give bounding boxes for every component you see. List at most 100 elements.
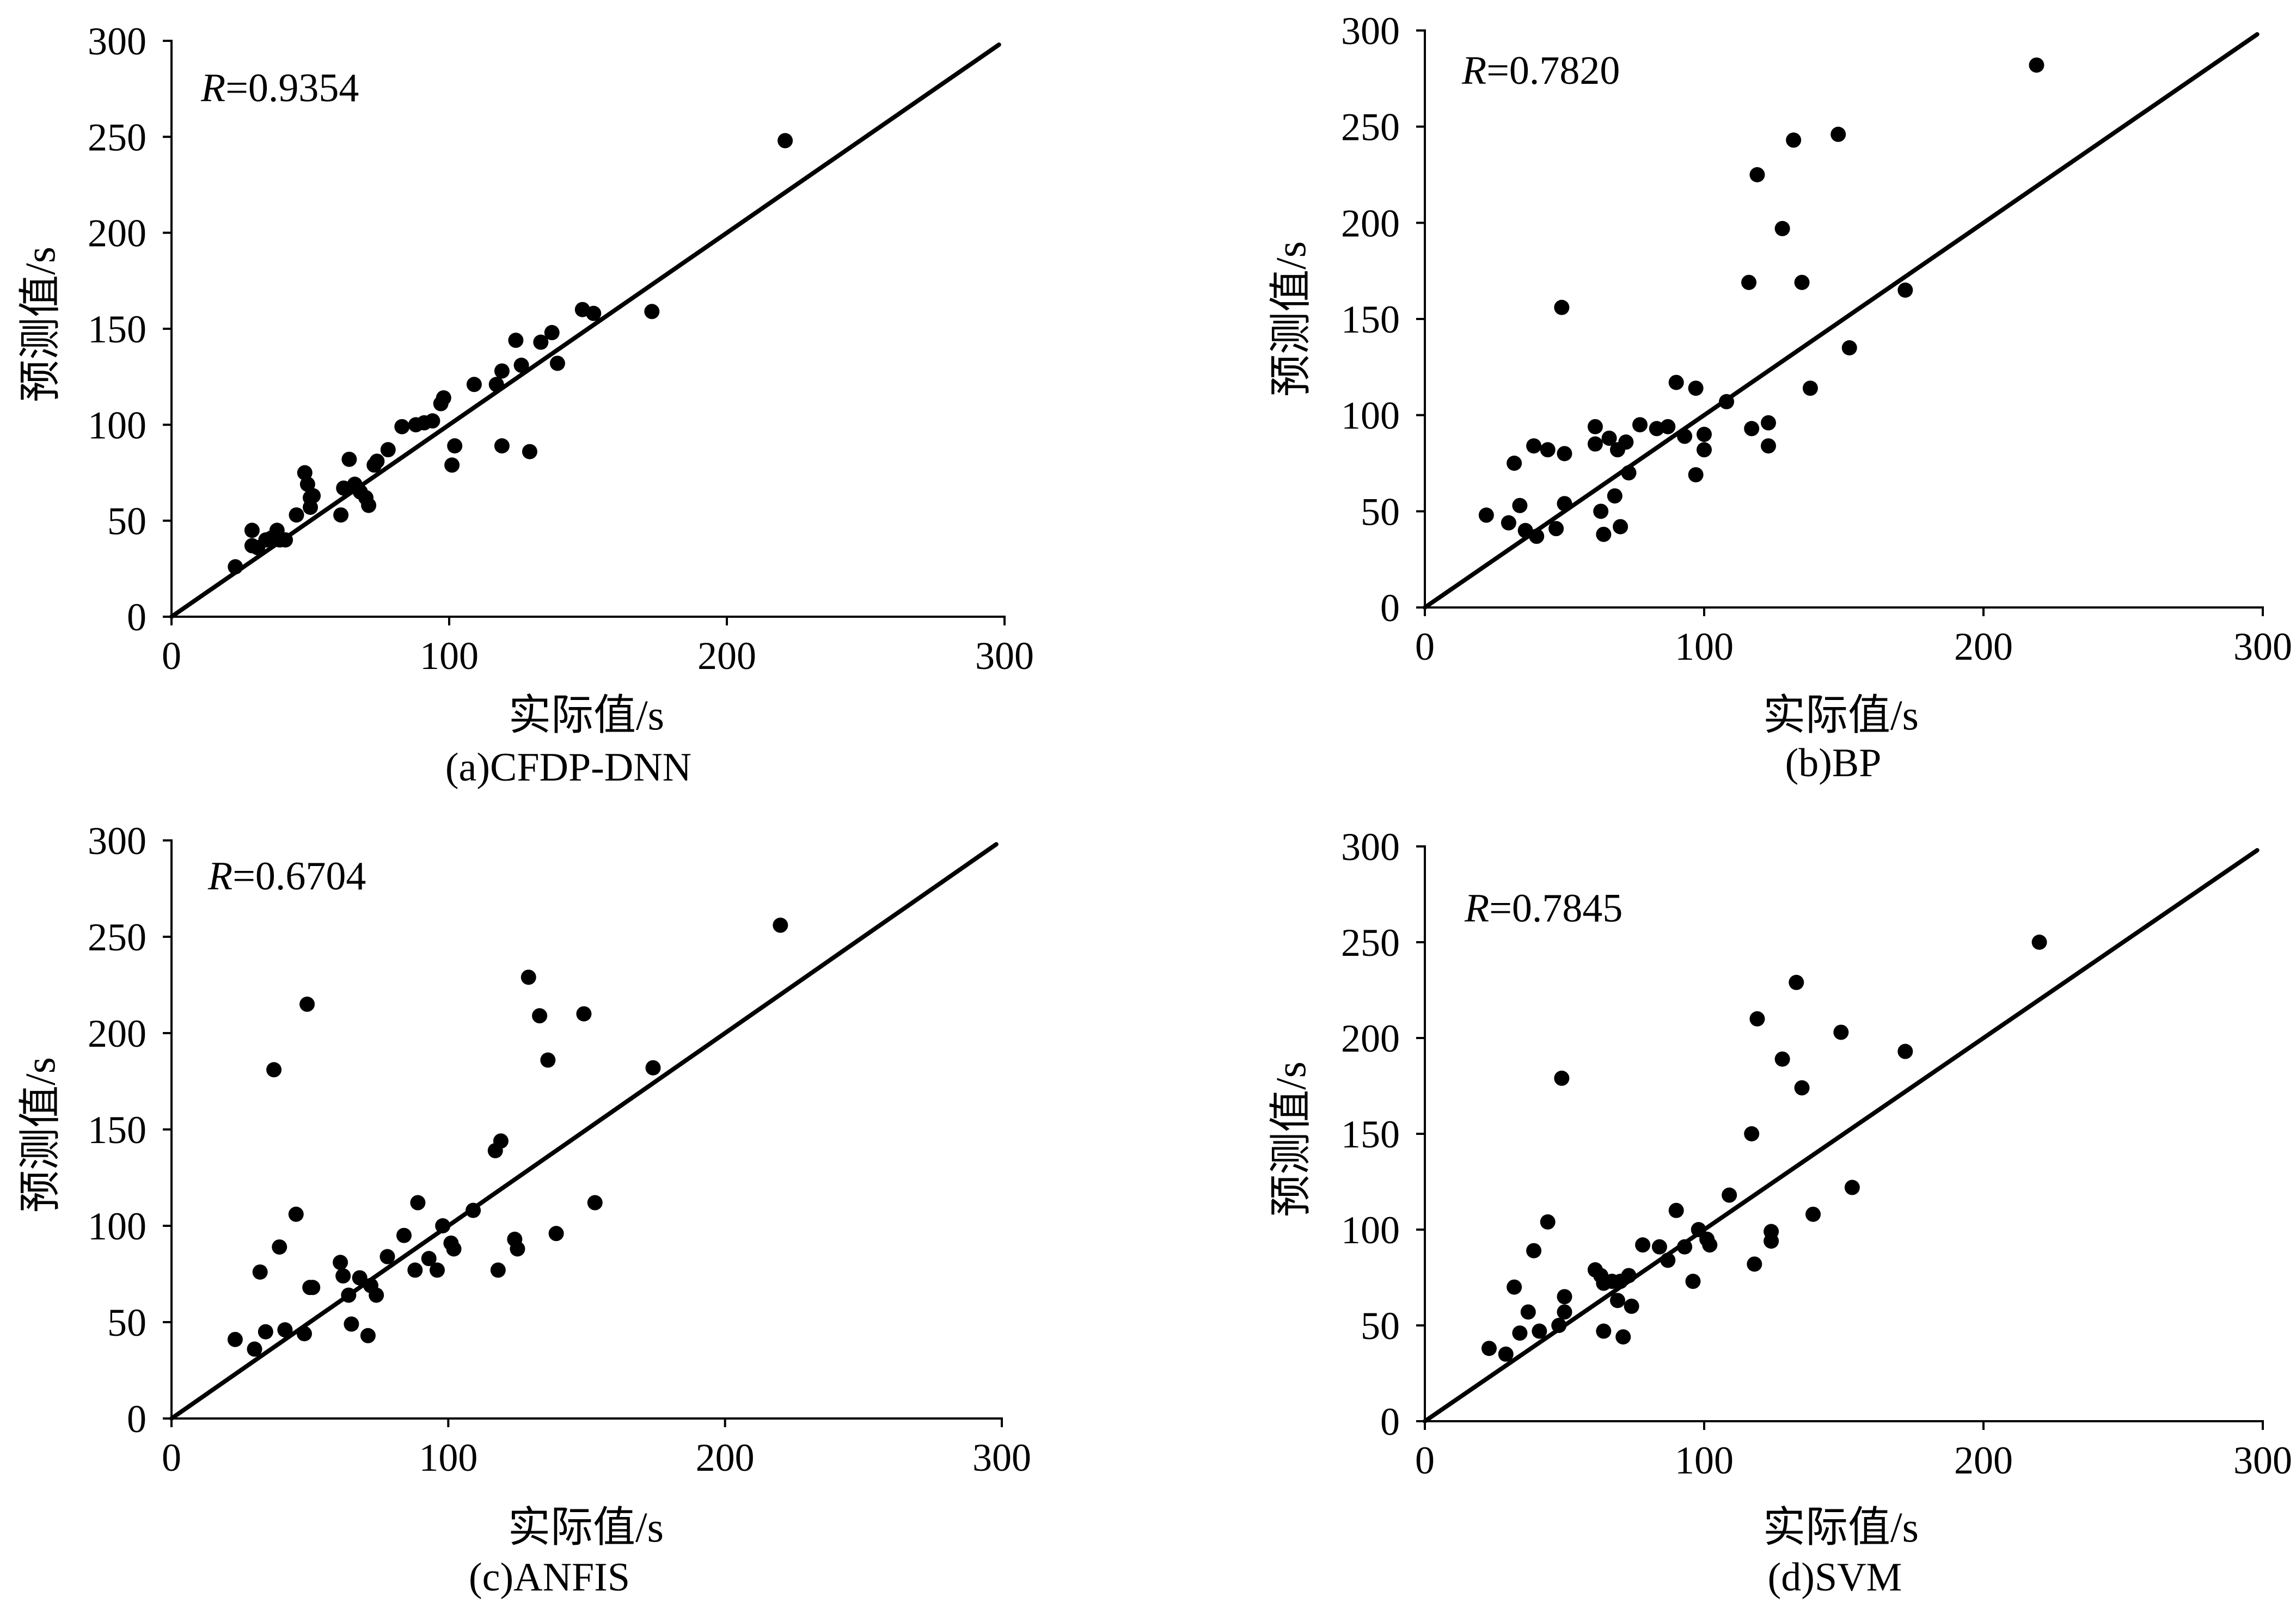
data-point xyxy=(1786,132,1802,148)
data-point xyxy=(297,465,313,481)
x-tick-label: 0 xyxy=(1415,1439,1435,1482)
data-point xyxy=(1529,529,1545,544)
data-point xyxy=(258,1324,273,1340)
data-point xyxy=(1805,1206,1821,1222)
data-point xyxy=(533,334,549,350)
data-point xyxy=(493,1133,509,1149)
data-point xyxy=(1660,419,1676,434)
data-point xyxy=(1512,1325,1528,1341)
data-point xyxy=(430,1262,445,1278)
data-point xyxy=(1507,1279,1522,1295)
data-point xyxy=(548,1226,564,1242)
data-point xyxy=(1668,1202,1684,1218)
data-point xyxy=(1789,974,1804,990)
x-axis-title: 实际值/s xyxy=(508,1503,664,1551)
data-point xyxy=(344,1316,359,1332)
data-point xyxy=(341,1287,357,1303)
data-point xyxy=(436,390,451,406)
y-tick-label: 300 xyxy=(1341,9,1400,53)
correlation-annotation: R=0.6704 xyxy=(207,854,366,899)
data-point xyxy=(1615,1329,1631,1345)
data-point xyxy=(1601,431,1617,446)
y-tick-label: 0 xyxy=(1380,586,1400,630)
y-tick-label: 50 xyxy=(107,1301,146,1344)
data-point xyxy=(447,438,463,454)
data-point xyxy=(1830,126,1846,142)
y-tick-label: 150 xyxy=(1341,1113,1400,1156)
data-point xyxy=(508,333,524,348)
data-point xyxy=(1481,1341,1497,1356)
correlation-value: =0.7820 xyxy=(1486,48,1620,93)
correlation-symbol: R xyxy=(207,854,232,899)
data-point xyxy=(435,1218,451,1233)
correlation-value: =0.6704 xyxy=(232,854,366,899)
data-point xyxy=(490,1262,506,1278)
data-point xyxy=(1719,394,1735,409)
data-point xyxy=(1660,1252,1676,1268)
data-point xyxy=(1596,1323,1612,1339)
data-point xyxy=(1760,415,1776,431)
data-point xyxy=(1833,1024,1849,1040)
data-point xyxy=(288,1206,304,1222)
data-point xyxy=(532,1008,548,1024)
data-point xyxy=(228,559,243,575)
data-point xyxy=(587,1195,603,1211)
data-point xyxy=(394,419,410,434)
data-point xyxy=(1587,419,1603,434)
data-point xyxy=(1548,521,1564,537)
data-point xyxy=(1551,1318,1567,1333)
x-axis-title: 实际值/s xyxy=(1763,1503,1919,1551)
data-point xyxy=(773,917,788,933)
x-tick-label: 300 xyxy=(2233,625,2292,668)
data-point xyxy=(1540,1214,1556,1230)
data-point xyxy=(1557,446,1572,462)
data-point xyxy=(396,1227,412,1243)
data-point xyxy=(1841,340,1857,355)
y-tick-label: 100 xyxy=(1341,1208,1400,1252)
data-point xyxy=(303,499,318,515)
data-point xyxy=(410,1195,426,1211)
data-point xyxy=(1507,456,1522,471)
data-point xyxy=(1624,1298,1639,1314)
data-point xyxy=(360,1328,376,1343)
data-point xyxy=(1607,488,1622,504)
panel-d-svm: 0 100 200 300 0 50 100 150 200 250 300 R=0.7845 实际值/… xyxy=(1267,825,2292,1600)
y-tick-label: 250 xyxy=(1341,921,1400,965)
y-tick-label: 150 xyxy=(88,308,146,351)
data-point xyxy=(333,507,349,523)
panel-a-cfdp-dnn: 0 100 200 300 0 50 100 150 200 250 300 R=0.9354 实际值/… xyxy=(16,20,1034,790)
data-point xyxy=(1844,1180,1860,1195)
correlation-annotation: R=0.9354 xyxy=(200,66,359,110)
data-point xyxy=(1744,1126,1760,1141)
y-axis-title: 预测值/s xyxy=(1267,1061,1314,1217)
data-point xyxy=(1897,1043,1913,1059)
x-tick-label: 200 xyxy=(1954,625,2013,668)
y-tick-label: 150 xyxy=(1341,298,1400,341)
data-point xyxy=(1744,421,1760,437)
data-point xyxy=(540,1052,556,1068)
data-point xyxy=(1587,436,1603,452)
data-point xyxy=(361,498,377,513)
data-point xyxy=(1593,503,1609,519)
data-point xyxy=(272,1239,287,1255)
x-axis-title: 实际值/s xyxy=(1763,691,1919,739)
data-point xyxy=(244,523,260,538)
data-point xyxy=(1677,1239,1693,1255)
data-point xyxy=(289,507,304,523)
data-point xyxy=(1802,380,1818,396)
y-tick-label: 100 xyxy=(88,403,146,447)
data-point xyxy=(645,1060,661,1076)
data-point xyxy=(1897,283,1913,298)
data-point xyxy=(1697,427,1712,442)
y-tick-label: 200 xyxy=(88,212,146,255)
data-point xyxy=(1540,442,1556,458)
data-point xyxy=(1613,519,1628,535)
data-point xyxy=(1688,380,1704,396)
data-point xyxy=(549,355,565,371)
data-point xyxy=(252,1264,268,1280)
panel-caption: (d)SVM xyxy=(1768,1555,1902,1600)
data-point xyxy=(1635,1237,1651,1253)
data-point xyxy=(1688,467,1704,483)
